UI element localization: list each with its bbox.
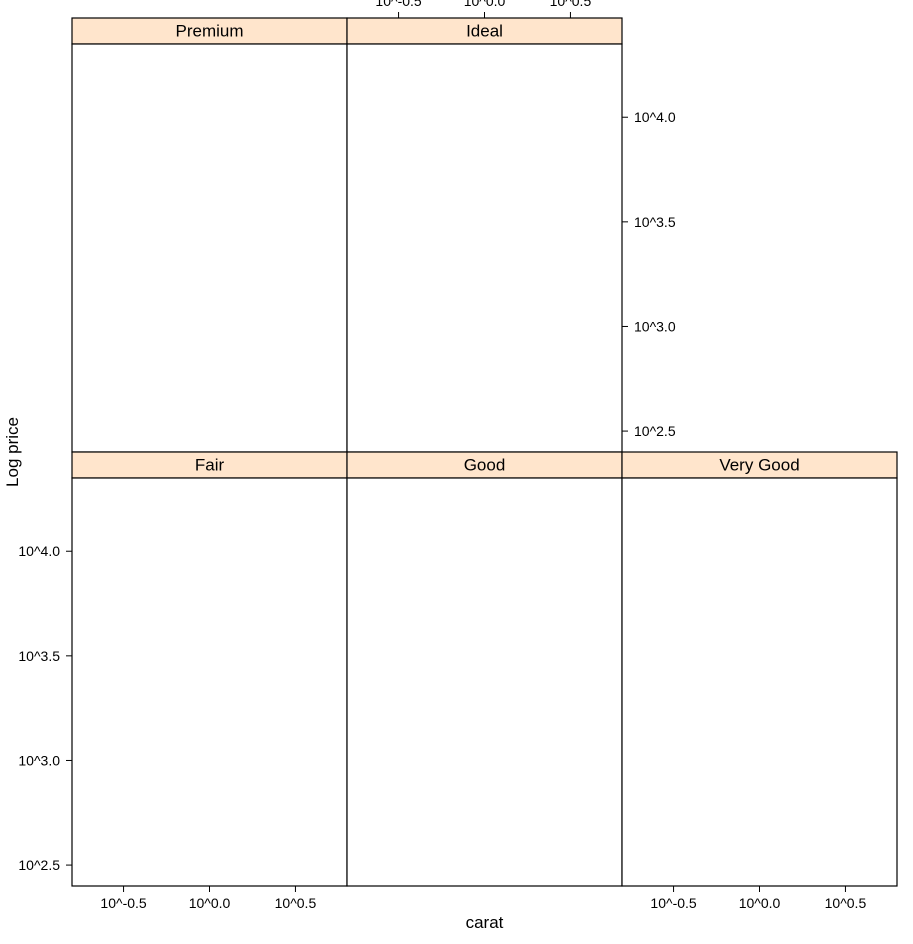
panel-border <box>347 478 622 886</box>
ytick-label-right: 10^4.0 <box>634 109 676 125</box>
ytick-label-left: 10^3.0 <box>18 752 60 768</box>
strip-label-fair: Fair <box>195 455 225 474</box>
panel-border <box>72 44 347 452</box>
y-axis-title: Log price <box>3 417 22 487</box>
ytick-label-left: 10^2.5 <box>18 857 60 873</box>
panel-premium: Premium <box>72 0 347 496</box>
panel-fair: Fair <box>72 386 347 905</box>
panel-ideal: Ideal <box>347 0 622 509</box>
xtick-label-top: 10^0.0 <box>464 0 506 9</box>
ytick-label-right: 10^3.5 <box>634 214 676 230</box>
xtick-label-bottom: 10^0.5 <box>825 895 867 911</box>
xtick-label-bottom: 10^0.0 <box>739 895 781 911</box>
ytick-label-left: 10^3.5 <box>18 648 60 664</box>
strip-label-good: Good <box>464 455 506 474</box>
strip-label-premium: Premium <box>175 21 243 40</box>
xtick-label-top: 10^-0.5 <box>375 0 421 9</box>
ytick-label-right: 10^3.0 <box>634 318 676 334</box>
panel-border <box>622 478 897 886</box>
chart-svg: Premium Ideal Fair Good Very Good 10^-0.5 10^0… <box>0 0 913 944</box>
xtick-label-top: 10^0.5 <box>550 0 592 9</box>
xtick-label-bottom: 10^-0.5 <box>100 895 146 911</box>
strip-label-verygood: Very Good <box>719 455 799 474</box>
panel-border <box>347 44 622 452</box>
xtick-label-bottom: 10^0.5 <box>275 895 317 911</box>
faceted-scatter-chart: Premium Ideal Fair Good Very Good 10^-0.5 10^0… <box>0 0 913 944</box>
strip-label-ideal: Ideal <box>466 21 503 40</box>
xtick-label-bottom: 10^-0.5 <box>650 895 696 911</box>
ytick-label-right: 10^2.5 <box>634 423 676 439</box>
xtick-label-bottom: 10^0.0 <box>189 895 231 911</box>
ytick-label-left: 10^4.0 <box>18 543 60 559</box>
panel-border <box>72 478 347 886</box>
x-axis-title: carat <box>466 913 504 932</box>
